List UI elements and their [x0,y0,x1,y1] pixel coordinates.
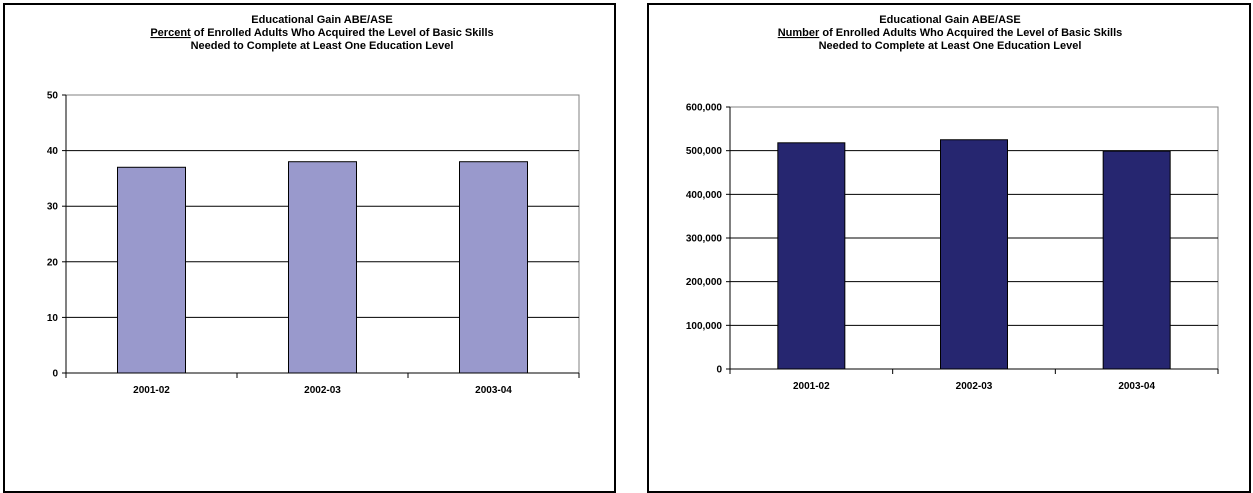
y-tick-label: 0 [52,369,58,380]
bar-2003-04 [1102,150,1171,370]
y-tick-label: 400,000 [686,190,723,201]
chart-title-line-2: Percent of Enrolled Adults Who Acquired … [150,27,493,39]
x-tick-label: 2003-04 [1118,381,1155,392]
x-tick-label: 2003-04 [475,385,512,396]
chart-title-line-2-rest: of Enrolled Adults Who Acquired the Leve… [191,27,494,39]
bar-2001-02 [117,166,186,374]
chart-panel-percent: Educational Gain ABE/ASE Percent of Enro… [3,3,616,493]
chart-title-line-3: Needed to Complete at Least One Educatio… [191,40,454,52]
chart-title-line-1: Educational Gain ABE/ASE [251,14,392,26]
chart-number: Educational Gain ABE/ASE Number of Enrol… [686,14,1219,392]
bar-2002-03 [288,161,357,374]
y-tick-label: 600,000 [686,103,723,114]
y-tick-label: 40 [47,146,59,157]
bar-2002-03 [940,139,1008,370]
y-tick-label: 100,000 [686,321,723,332]
x-tick-label: 2002-03 [304,385,341,396]
chart-panel-number: Educational Gain ABE/ASE Number of Enrol… [647,3,1251,493]
x-tick-label: 2001-02 [793,381,830,392]
chart-title-line-2: Number of Enrolled Adults Who Acquired t… [778,27,1123,39]
y-tick-label: 200,000 [686,277,723,288]
chart-title-line-3: Needed to Complete at Least One Educatio… [819,40,1082,52]
chart-percent: Educational Gain ABE/ASE Percent of Enro… [47,14,580,396]
chart-title-line-2-rest: of Enrolled Adults Who Acquired the Leve… [819,27,1122,39]
bar-2001-02 [777,142,846,370]
y-tick-label: 30 [47,202,59,213]
chart-title-emphasis: Percent [150,27,191,39]
y-tick-label: 300,000 [686,234,723,245]
plot-area: 0 10 20 30 40 50 2001-02 2002-03 2003-04 [47,91,580,396]
chart-title-line-1: Educational Gain ABE/ASE [879,14,1020,26]
plot-area: 0 100,000 200,000 300,000 400,000 500,000 600,… [686,103,1219,392]
y-tick-label: 50 [47,91,59,102]
y-tick-label: 0 [716,365,722,376]
y-tick-label: 500,000 [686,146,723,157]
y-tick-label: 20 [47,257,59,268]
x-tick-label: 2002-03 [956,381,993,392]
x-tick-label: 2001-02 [133,385,170,396]
y-tick-label: 10 [47,313,59,324]
bar-2003-04 [459,161,528,374]
chart-title-emphasis: Number [778,27,820,39]
